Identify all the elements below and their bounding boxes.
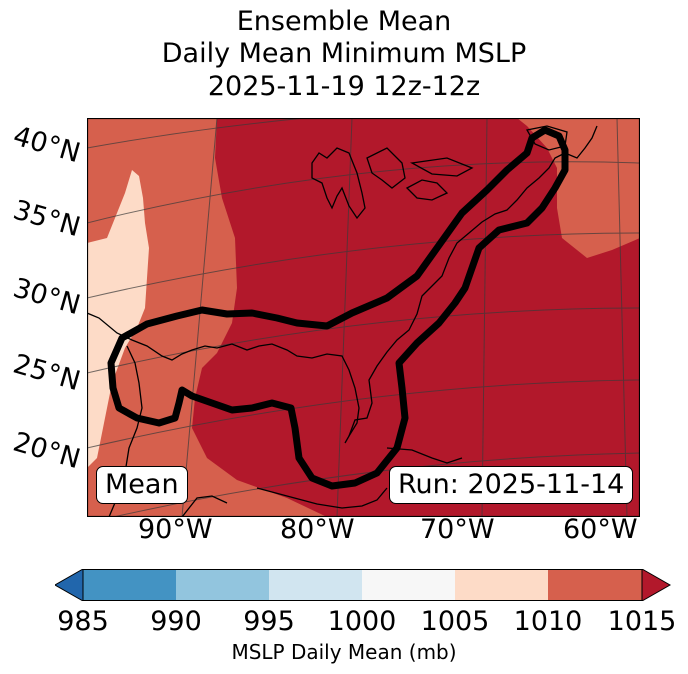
lat-label-40: 40°N [9, 120, 84, 170]
colorbar-svg [53, 568, 672, 602]
contour-1015 [107, 126, 569, 490]
lat-label-25: 25°N [9, 348, 84, 398]
lat-label-35: 35°N [9, 194, 84, 244]
colorbar-segment-1005 [455, 569, 548, 601]
colorbar [53, 568, 672, 602]
run-date-box: Run: 2025-11-14 [389, 466, 634, 504]
map-panel [87, 118, 640, 517]
title-line-3: 2025-11-19 12z-12z [207, 71, 481, 102]
lon-label-60w: 60°W [563, 514, 638, 545]
colorbar-tick-1010: 1010 [513, 606, 583, 637]
lon-label-70w: 70°W [420, 514, 495, 545]
colorbar-segment-1010 [548, 569, 642, 601]
colorbar-tick-990: 990 [150, 606, 202, 637]
colorbar-segment-1000 [362, 569, 455, 601]
colorbar-label: MSLP Daily Mean (mb) [231, 640, 457, 664]
title-line-1: Ensemble Mean [236, 6, 452, 37]
colorbar-over-arrow [641, 568, 672, 602]
lat-label-30: 30°N [9, 272, 84, 322]
colorbar-tick-995: 995 [243, 606, 295, 637]
fill-1005-1010 [87, 170, 149, 468]
colorbar-tick-1015: 1015 [607, 606, 677, 637]
colorbar-tick-1005: 1005 [420, 606, 490, 637]
title-line-2: Daily Mean Minimum MSLP [161, 38, 527, 69]
lon-label-90w: 90°W [138, 514, 213, 545]
colorbar-under-arrow [53, 568, 84, 602]
lat-label-20: 20°N [9, 426, 84, 476]
colorbar-tick-1000: 1000 [327, 606, 397, 637]
colorbar-frame [82, 569, 643, 601]
colorbar-tick-985: 985 [57, 606, 109, 637]
colorbar-segment-990 [176, 569, 269, 601]
mean-label-box: Mean [96, 466, 188, 504]
lon-label-80w: 80°W [280, 514, 355, 545]
map-frame [87, 118, 640, 517]
colorbar-segment-995 [269, 569, 362, 601]
colorbar-segment-985 [83, 569, 176, 601]
map-svg [87, 118, 640, 517]
